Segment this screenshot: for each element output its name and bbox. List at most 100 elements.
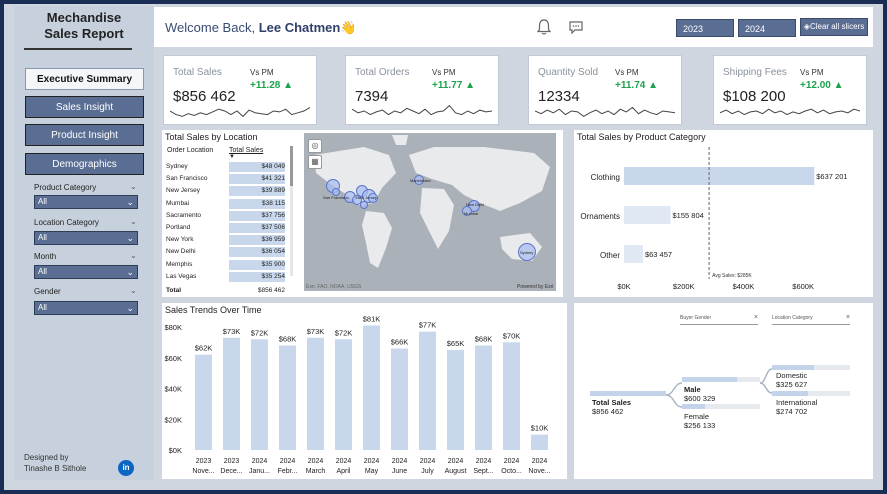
trend-bar-chart[interactable]: $0K $20K $40K $60K $80K $62K 2023 Nove... $73K 20… [162, 313, 567, 479]
map-bubble-sydney[interactable] [518, 243, 536, 261]
decomp-male[interactable]: Male $600 329 [684, 385, 715, 403]
x-tick-year: 2024 [504, 458, 520, 465]
gender-select[interactable]: All ⌄ [34, 301, 138, 315]
table-row[interactable]: New Jersey $39 889 [166, 185, 285, 197]
sales-value: $48 049 [261, 163, 286, 170]
gender-value: All [38, 303, 47, 312]
focus-mode-icon[interactable]: ◎ [308, 139, 322, 153]
scrollbar-thumb[interactable] [290, 146, 293, 186]
map-powered-by[interactable]: Powered by Esri [517, 284, 554, 290]
world-map[interactable]: San Francisco New Jersey Manchester New … [304, 133, 556, 291]
table-row[interactable]: New York $36 959 [166, 234, 285, 246]
trend-bar[interactable] [475, 345, 492, 450]
sales-bar [229, 162, 285, 172]
bar-data-label: $66K [391, 338, 409, 347]
nav-sales-insight[interactable]: Sales Insight [25, 96, 144, 118]
table-row[interactable]: San Francisco $41 321 [166, 173, 285, 185]
table-row[interactable]: Las Vegas $35 254 [166, 271, 285, 283]
chevron-down-icon: ⌄ [126, 267, 134, 277]
up-arrow-icon: ▲ [283, 80, 293, 91]
decomp-domestic-bar[interactable] [772, 365, 814, 370]
close-icon[interactable]: × [753, 314, 758, 321]
decomp-root-bar[interactable] [590, 391, 666, 396]
linkedin-icon[interactable]: in [118, 460, 134, 476]
category-bar[interactable] [624, 206, 671, 224]
close-icon[interactable]: × [845, 314, 850, 321]
scrollbar[interactable] [290, 146, 293, 276]
map-bubble[interactable] [360, 201, 368, 209]
trend-bar[interactable] [335, 339, 352, 450]
map-bubble[interactable] [368, 193, 378, 203]
chat-icon[interactable] [568, 19, 584, 35]
table-row[interactable]: Portland $37 506 [166, 222, 285, 234]
product-category-select[interactable]: All ⌄ [34, 195, 138, 209]
category-bar-chart[interactable]: Clothing $637 201 Ornaments $155 804 Other $6… [574, 137, 873, 297]
map-bubble-manchester[interactable] [414, 175, 424, 185]
sales-value: $35 900 [261, 260, 286, 268]
kpi-sparkline [720, 108, 860, 116]
decomp-international-label: International [776, 398, 818, 407]
category-bar[interactable] [624, 245, 643, 263]
decomp-male-bar[interactable] [682, 377, 737, 382]
clear-slicers-button[interactable]: ◈Clear all slicers [800, 18, 868, 36]
chevron-down-icon[interactable]: ⌄ [130, 182, 137, 191]
panel-title: Total Sales by Product Category [577, 132, 706, 142]
year-2024-button[interactable]: 2024 [738, 19, 796, 37]
decomp-root-label: Total Sales [592, 398, 632, 407]
trend-bar[interactable] [391, 348, 408, 450]
table-row[interactable]: New Delhi $36 054 [166, 246, 285, 258]
trend-bar[interactable] [419, 331, 436, 450]
trend-bar[interactable] [447, 350, 464, 450]
decomp-slot-buyer-gender[interactable]: Buyer Gender × [680, 314, 758, 325]
nav-executive-summary[interactable]: Executive Summary [25, 68, 144, 90]
decomp-female[interactable]: Female $256 133 [684, 412, 715, 430]
chevron-down-icon[interactable]: ⌄ [130, 217, 137, 226]
column-header-location[interactable]: Order Location [167, 147, 214, 154]
trend-bar[interactable] [195, 354, 212, 450]
year-2023-button[interactable]: 2023 [676, 19, 734, 37]
bar-data-label: $73K [307, 327, 325, 336]
decomp-international-bar[interactable] [772, 391, 808, 396]
trend-bar[interactable] [223, 337, 240, 450]
kpi-delta-value: +12.00 [800, 80, 831, 91]
report-title: Mechandise Sales Report [22, 10, 146, 42]
y-tick-label: $0K [169, 446, 182, 455]
location-category-select[interactable]: All ⌄ [34, 231, 138, 245]
table-row[interactable]: Mumbai $38 115 [166, 198, 285, 210]
table-row[interactable]: Sacramento $37 756 [166, 210, 285, 222]
map-bubble[interactable] [332, 188, 340, 196]
decomp-international[interactable]: International $274 702 [776, 398, 817, 416]
trend-bar[interactable] [251, 339, 268, 450]
trend-bar[interactable] [503, 342, 520, 450]
welcome-prefix: Welcome Back, [165, 20, 259, 35]
decomp-slot-location-category[interactable]: Location Category × [772, 314, 850, 325]
map-bubble-mumbai[interactable] [462, 206, 472, 216]
sales-bar [229, 223, 285, 233]
decomp-domestic[interactable]: Domestic $325 627 [776, 371, 807, 389]
kpi-sparkline [352, 104, 492, 116]
kpi-vs-label: Vs PM [432, 68, 456, 77]
trend-bar[interactable] [279, 345, 296, 450]
chevron-down-icon[interactable]: ⌄ [130, 251, 137, 260]
trend-bar[interactable] [363, 325, 380, 450]
table-row[interactable]: Sydney $48 049 [166, 161, 285, 173]
trend-bar[interactable] [307, 337, 324, 450]
bell-icon[interactable] [535, 18, 553, 36]
map-bubble[interactable] [352, 195, 362, 205]
chevron-down-icon: ⌄ [126, 197, 134, 207]
column-header-sales[interactable]: Total Sales [229, 147, 264, 154]
grid-view-icon[interactable]: ▦ [308, 155, 322, 169]
month-select[interactable]: All ⌄ [34, 265, 138, 279]
decomp-female-bar[interactable] [682, 404, 705, 409]
table-row[interactable]: Memphis $35 900 [166, 259, 285, 271]
trend-bar[interactable] [531, 434, 548, 450]
sort-desc-icon[interactable]: ▼ [229, 154, 235, 160]
sales-value: $39 889 [261, 187, 286, 195]
wave-icon: 👋 [340, 20, 357, 35]
total-value: $856 462 [257, 287, 285, 294]
nav-product-insight[interactable]: Product Insight [25, 124, 144, 146]
chevron-down-icon[interactable]: ⌄ [130, 286, 137, 295]
category-bar[interactable] [624, 167, 815, 185]
bar-data-label: $68K [279, 334, 297, 343]
nav-demographics[interactable]: Demographics [25, 153, 144, 175]
